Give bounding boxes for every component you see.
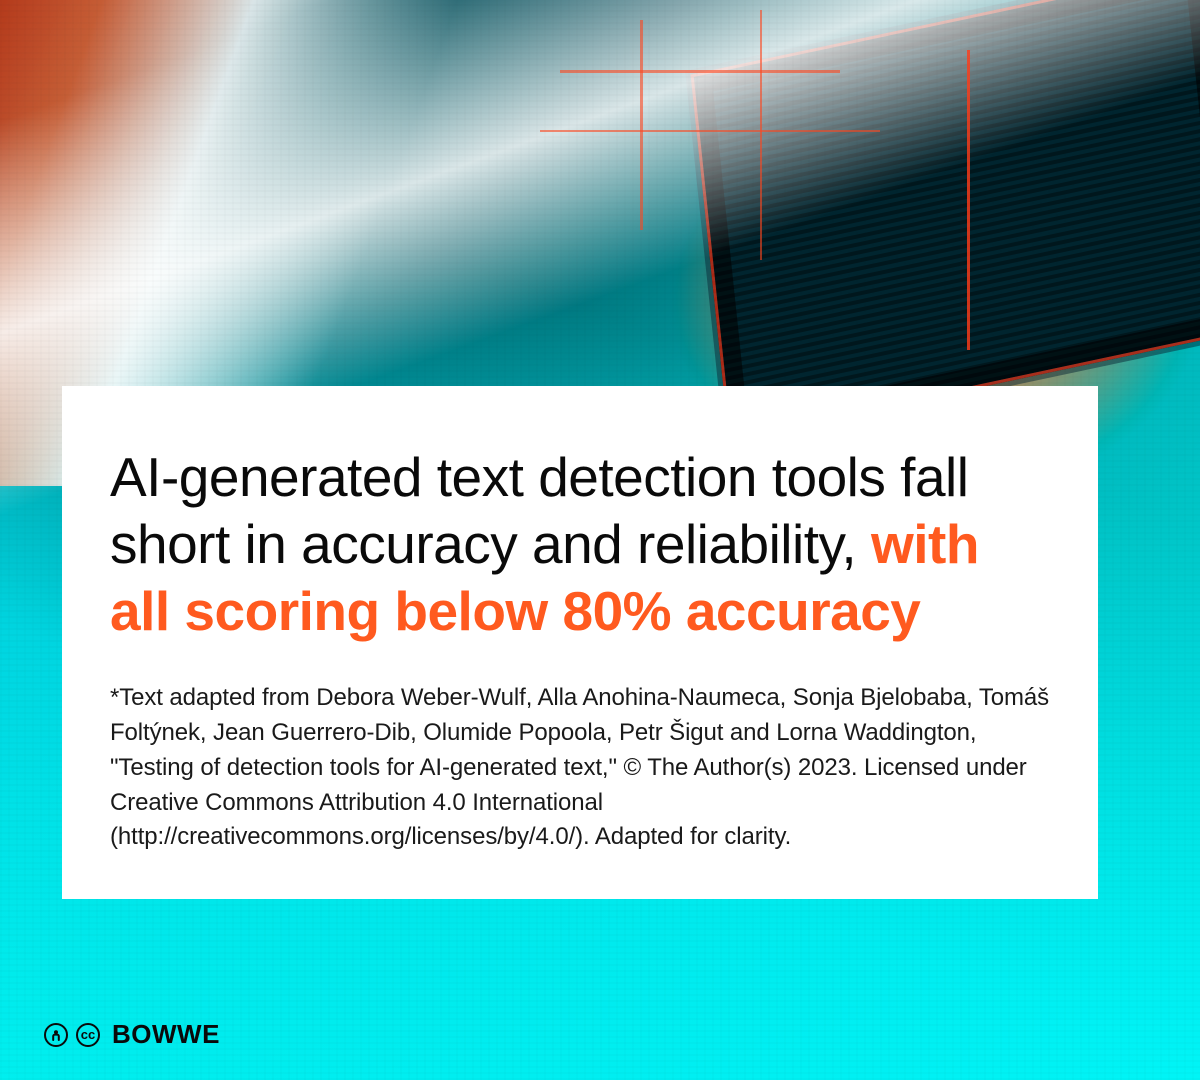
brand-logo-text: BOWWE [112,1019,220,1050]
quote-card: AI-generated text detection tools fall s… [62,386,1098,899]
cc-icon: cc [76,1023,100,1047]
headline-normal: AI-generated text detection tools fall s… [110,446,968,575]
citation-text: *Text adapted from Debora Weber-Wulf, Al… [110,681,1050,855]
attribution-by-icon [44,1023,68,1047]
headline: AI-generated text detection tools fall s… [110,444,1050,645]
footer-brand: cc BOWWE [44,1019,220,1050]
